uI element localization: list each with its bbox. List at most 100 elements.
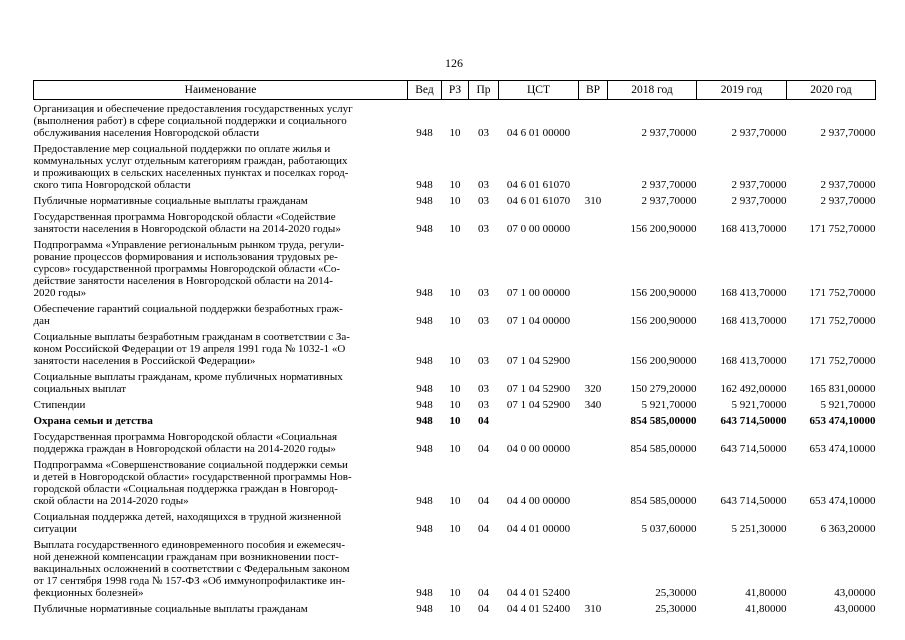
cell-ved: 948 [416,523,433,535]
cell-pr: 04 [478,443,489,455]
cell-cst: 04 6 01 61070 [506,179,571,191]
cell-rz: 10 [449,523,461,535]
cell-cst: 04 0 00 00000 [506,443,571,455]
cell-vr [579,300,608,328]
cell-ved: 948 [416,179,433,191]
cell-vr: 320 [584,383,602,395]
table-row: Социальные выплаты гражданам, кроме публ… [34,368,876,396]
cell-y2018: 5 921,70000 [641,399,697,411]
table-row: Государственная программа Новгородской о… [34,428,876,456]
cell-pr: 03 [478,127,489,139]
cell-y2019: 643 714,50000 [720,443,787,455]
cell-y2020: 171 752,70000 [809,355,876,367]
cell-ved: 948 [416,195,433,207]
cell-y2020: 2 937,70000 [820,195,876,207]
cell-pr: 03 [478,355,489,367]
cell-name: Организация и обеспечение предоставления… [33,103,353,139]
cell-name: Подпрограмма «Управление региональным ры… [33,239,345,299]
cell-name: Публичные нормативные социальные выплаты… [33,195,308,207]
cell-name: Государственная программа Новгородской о… [33,211,341,235]
cell-rz: 10 [449,587,461,599]
cell-cst: 04 4 01 52400 [506,587,571,599]
cell-ved: 948 [416,443,433,455]
budget-table: Наименование Вед РЗ Пр ЦСТ ВР 2018 год 2019 год… [33,80,876,616]
table-row: Обеспечение гарантий социальной поддержк… [34,300,876,328]
cell-pr: 03 [478,399,489,411]
cell-y2020: 6 363,20000 [820,523,876,535]
cell-cst [499,412,579,428]
cell-ved: 948 [416,383,433,395]
cell-pr: 03 [478,383,489,395]
cell-y2018: 156 200,90000 [630,355,697,367]
cell-name: Обеспечение гарантий социальной поддержк… [33,303,343,327]
cell-name: Охрана семьи и детства [33,415,153,427]
cell-pr: 04 [478,495,489,507]
cell-rz: 10 [449,315,461,327]
table-row: Социальные выплаты безработным гражданам… [34,328,876,368]
cell-vr [579,208,608,236]
cell-cst: 07 0 00 00000 [506,223,571,235]
cell-name: Социальные выплаты гражданам, кроме публ… [33,371,343,395]
cell-ved: 948 [416,587,433,599]
cell-rz: 10 [449,127,461,139]
cell-ved: 948 [416,127,433,139]
cell-name: Государственная программа Новгородской о… [33,431,338,455]
cell-pr: 03 [478,223,489,235]
cell-vr: 310 [584,195,602,207]
cell-vr [579,428,608,456]
cell-y2018: 150 279,20000 [630,383,697,395]
cell-ved: 948 [416,287,433,299]
cell-y2019: 2 937,70000 [731,179,787,191]
column-header: 2020 год [786,80,876,100]
cell-y2020: 5 921,70000 [820,399,876,411]
table-row: Стипендии 948 10 03 07 1 04 52900 340 5 921,70… [34,396,876,412]
cell-ved: 948 [416,495,433,507]
table-row: Выплата государственного единовременного… [34,536,876,600]
cell-cst: 04 4 00 00000 [506,495,571,507]
column-header: ВР [578,80,608,100]
table-row: Публичные нормативные социальные выплаты… [34,192,876,208]
cell-y2018: 25,30000 [655,603,697,615]
cell-ved: 948 [416,355,433,367]
cell-y2018: 2 937,70000 [641,127,697,139]
cell-ved: 948 [416,603,433,615]
cell-name: Социальные выплаты безработным гражданам… [33,331,350,367]
cell-y2018: 854 585,00000 [630,495,697,507]
cell-y2020: 43,00000 [834,603,876,615]
cell-y2018: 2 937,70000 [641,179,697,191]
cell-rz: 10 [449,415,461,427]
cell-vr: 340 [584,399,602,411]
cell-y2018: 156 200,90000 [630,315,697,327]
cell-y2019: 2 937,70000 [731,127,787,139]
cell-rz: 10 [449,195,461,207]
budget-table-body: Организация и обеспечение предоставления… [34,100,876,617]
page-number: 126 [445,56,463,70]
cell-y2018: 854 585,00000 [630,443,697,455]
cell-cst: 07 1 04 52900 [506,383,571,395]
cell-vr [579,508,608,536]
column-header: Вед [407,80,442,100]
cell-rz: 10 [449,355,461,367]
cell-rz: 10 [449,287,461,299]
cell-pr: 04 [478,415,489,427]
cell-y2019: 2 937,70000 [731,195,787,207]
cell-pr: 04 [478,523,489,535]
table-row: Государственная программа Новгородской о… [34,208,876,236]
cell-ved: 948 [416,223,433,235]
cell-vr [579,536,608,600]
cell-y2020: 171 752,70000 [809,223,876,235]
cell-cst: 07 1 04 52900 [506,399,571,411]
cell-rz: 10 [449,399,461,411]
cell-y2018: 25,30000 [655,587,697,599]
cell-y2020: 2 937,70000 [820,179,876,191]
column-header: Наименование [33,80,408,100]
header-row: Наименование Вед РЗ Пр ЦСТ ВР 2018 год 2019 год… [33,80,876,100]
cell-y2018: 156 200,90000 [630,223,697,235]
column-header: Пр [468,80,499,100]
cell-vr [579,100,608,141]
cell-y2019: 643 714,50000 [720,415,787,427]
cell-rz: 10 [449,223,461,235]
cell-y2018: 5 037,60000 [641,523,697,535]
cell-pr: 03 [478,195,489,207]
